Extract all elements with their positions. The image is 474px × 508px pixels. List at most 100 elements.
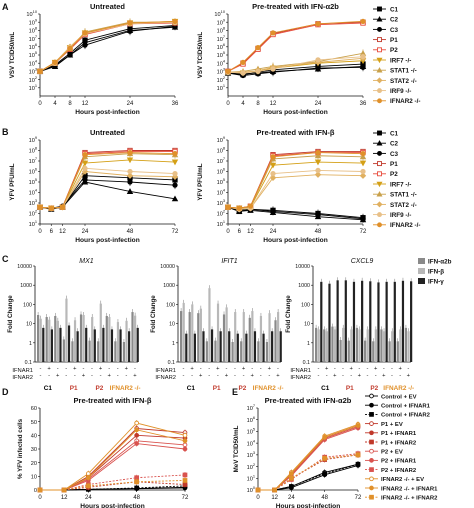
bar — [401, 280, 405, 362]
chart-title: Pre-treated with IFN-α2b — [265, 396, 352, 405]
data-point — [127, 168, 133, 175]
legend-marker — [377, 222, 382, 228]
x-tick-label: 48 — [315, 229, 322, 235]
bar — [73, 320, 77, 362]
bar — [393, 281, 396, 362]
sign-label: - — [40, 373, 42, 379]
data-point — [360, 168, 366, 175]
data-point — [182, 446, 188, 452]
bar — [114, 341, 117, 362]
x-tick-label: 72 — [172, 229, 179, 235]
y-tick-label: 107 — [217, 156, 225, 165]
y-tick-label: 106 — [29, 42, 37, 51]
legend-marker — [369, 412, 374, 417]
sign-label: - — [183, 366, 185, 372]
legend-label: P1 + EV — [381, 422, 403, 428]
data-point — [134, 479, 140, 485]
data-point — [134, 420, 140, 426]
data-point — [360, 150, 366, 157]
y-tick-label: 102 — [29, 75, 37, 84]
sign-label: + — [325, 366, 329, 372]
y-tick-label: 100 — [247, 485, 256, 494]
y-tick-label: 103 — [29, 67, 37, 76]
x-tick-label: 36 — [172, 101, 179, 107]
bar — [347, 340, 350, 362]
data-point — [52, 59, 58, 66]
data-point — [315, 65, 321, 71]
legend-marker — [376, 201, 383, 208]
sign-label: - — [208, 366, 210, 372]
y-tick-label: 0.1 — [303, 360, 310, 366]
bar — [315, 327, 318, 362]
sign-label: - — [383, 366, 385, 372]
chart-title: IFIT1 — [221, 258, 237, 265]
group-label: P2 — [370, 385, 378, 392]
sign-label: + — [349, 366, 353, 372]
data-point — [127, 149, 133, 156]
panel-letter: E — [232, 387, 238, 397]
data-point — [127, 28, 133, 34]
bar — [380, 329, 383, 362]
y-tick-label: 20 — [31, 461, 37, 467]
sign-label: - — [183, 373, 185, 379]
sign-label: + — [398, 366, 402, 372]
y-axis-label: VSV TCID50/mL — [197, 32, 204, 79]
bar — [344, 280, 347, 362]
x-axis-label: Hours post-infection — [75, 109, 139, 116]
legend-swatch — [418, 278, 425, 284]
bar — [210, 329, 214, 362]
sign-label: - — [268, 373, 270, 379]
group-label: P1 — [213, 385, 221, 392]
bar — [228, 331, 231, 362]
panel-letter: A — [2, 2, 9, 12]
series-line — [258, 454, 359, 491]
bar — [259, 315, 263, 362]
bar — [277, 312, 280, 362]
y-tick-label: 101 — [217, 83, 225, 92]
y-tick-label: 107 — [29, 34, 37, 43]
sign-label: + — [73, 366, 77, 372]
bar — [328, 283, 331, 362]
sign-label: - — [191, 373, 193, 379]
bar — [202, 331, 205, 362]
y-tick-label: 10000 — [160, 264, 175, 270]
x-tick-label: 72 — [182, 495, 189, 501]
data-point — [126, 157, 134, 164]
data-point — [67, 45, 73, 52]
x-tick-label: 24 — [288, 495, 295, 501]
sign-label: - — [48, 373, 50, 379]
group-label: IFNAR2 -/- — [253, 385, 284, 392]
bar — [336, 280, 339, 362]
x-axis-label: Hours post-infection — [80, 503, 144, 508]
legend-label: STAT1 -/- — [390, 192, 417, 199]
y-tick-label: 10000 — [17, 264, 32, 270]
chart-title: Pre-treated with IFN-α2b — [252, 2, 339, 11]
legend-label: IRF7 -/- — [390, 181, 411, 188]
sign-label: + — [99, 366, 103, 372]
sign-label: + — [133, 373, 137, 379]
sign-label: - — [391, 373, 393, 379]
sign-label: - — [350, 373, 352, 379]
bar — [364, 340, 367, 362]
y-tick-label: 103 — [29, 198, 37, 207]
data-point — [255, 68, 261, 75]
bar — [236, 333, 239, 362]
legend-label: STAT2 -/- — [390, 78, 417, 85]
data-point — [360, 18, 366, 25]
row-label: IFNAR1 — [155, 368, 176, 374]
data-point — [315, 211, 321, 218]
chart-title: CXCL9 — [351, 258, 374, 265]
sign-label: + — [382, 373, 386, 379]
bar — [216, 303, 220, 362]
x-tick-label: 12 — [271, 495, 278, 501]
data-point — [315, 21, 321, 27]
data-point — [171, 195, 179, 202]
series-line — [258, 454, 359, 491]
legend-label: C3 — [390, 151, 399, 158]
data-point — [315, 149, 321, 156]
sign-label: - — [277, 366, 279, 372]
legend-marker — [377, 171, 382, 177]
row-label: IFNAR1 — [12, 368, 33, 374]
y-tick-label: 107 — [29, 156, 37, 165]
